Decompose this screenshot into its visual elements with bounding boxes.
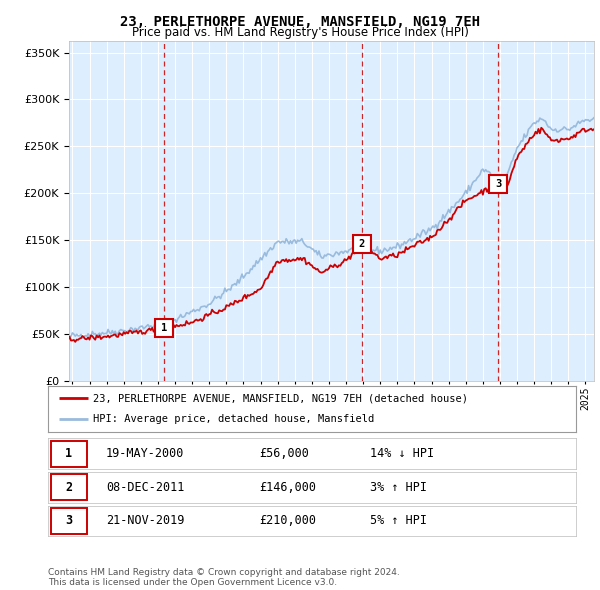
Text: £56,000: £56,000 (259, 447, 309, 460)
Text: 19-MAY-2000: 19-MAY-2000 (106, 447, 184, 460)
Text: 2: 2 (359, 239, 365, 249)
Text: HPI: Average price, detached house, Mansfield: HPI: Average price, detached house, Mans… (93, 414, 374, 424)
Text: 08-DEC-2011: 08-DEC-2011 (106, 481, 184, 494)
Text: 23, PERLETHORPE AVENUE, MANSFIELD, NG19 7EH (detached house): 23, PERLETHORPE AVENUE, MANSFIELD, NG19 … (93, 394, 468, 404)
Text: 23, PERLETHORPE AVENUE, MANSFIELD, NG19 7EH: 23, PERLETHORPE AVENUE, MANSFIELD, NG19 … (120, 15, 480, 29)
Bar (50, 508, 86, 534)
Text: 3% ↑ HPI: 3% ↑ HPI (370, 481, 427, 494)
Text: Price paid vs. HM Land Registry's House Price Index (HPI): Price paid vs. HM Land Registry's House … (131, 26, 469, 39)
Text: 2: 2 (65, 481, 72, 494)
Bar (50, 474, 86, 500)
Text: £210,000: £210,000 (259, 514, 316, 527)
Text: 3: 3 (495, 179, 502, 189)
Text: 1: 1 (65, 447, 72, 460)
Text: 1: 1 (161, 323, 167, 333)
Text: 14% ↓ HPI: 14% ↓ HPI (370, 447, 434, 460)
Text: 5% ↑ HPI: 5% ↑ HPI (370, 514, 427, 527)
Text: Contains HM Land Registry data © Crown copyright and database right 2024.
This d: Contains HM Land Registry data © Crown c… (48, 568, 400, 587)
Text: 3: 3 (65, 514, 72, 527)
Text: 21-NOV-2019: 21-NOV-2019 (106, 514, 184, 527)
Bar (50, 441, 86, 467)
Text: £146,000: £146,000 (259, 481, 316, 494)
